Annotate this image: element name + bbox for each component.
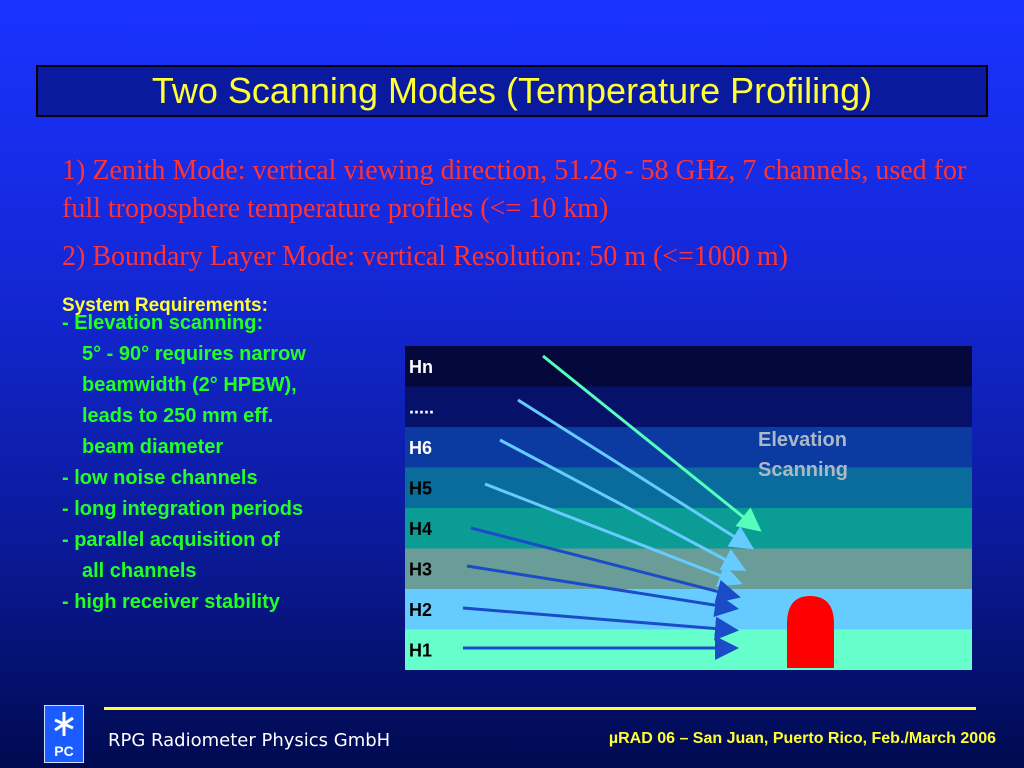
- requirement-item: - Elevation scanning:: [62, 312, 264, 334]
- layer-label: Hn: [409, 357, 433, 377]
- layer-label: H6: [409, 438, 432, 458]
- scan-arrow-h5: [499, 438, 747, 571]
- layer-label: H5: [409, 479, 432, 499]
- requirements-title: System Requirements:: [62, 295, 268, 316]
- layer-label: H2: [409, 600, 432, 620]
- requirements-list: - Elevation scanning: 5° - 90° requires n…: [62, 308, 382, 618]
- scan-arrow-h4a: [484, 482, 743, 587]
- requirement-item: - low noise channels: [62, 467, 258, 489]
- zenith-mode-text: 1) Zenith Mode: vertical viewing directi…: [62, 155, 967, 224]
- rpg-logo: PC: [44, 705, 84, 763]
- slide-title: Two Scanning Modes (Temperature Profilin…: [151, 70, 873, 111]
- requirement-item: beam diameter: [82, 436, 224, 458]
- atmosphere-layer: [405, 386, 972, 428]
- atmosphere-layer: [405, 508, 972, 549]
- requirement-item: leads to 250 mm eff.: [82, 405, 274, 427]
- company-name: RPG Radiometer Physics GmbH: [108, 730, 391, 751]
- layer-label: H1: [409, 641, 432, 661]
- radiometer-icon: [787, 596, 834, 668]
- scan-arrow-h4b: [470, 526, 741, 604]
- atmosphere-layer: [405, 629, 972, 670]
- boundary-layer-mode-text: 2) Boundary Layer Mode: vertical Resolut…: [62, 241, 788, 272]
- layer-label: H3: [409, 560, 432, 580]
- scan-arrow-h3: [466, 564, 739, 618]
- scan-arrow-h6: [517, 398, 755, 550]
- requirement-item: 5° - 90° requires narrow: [82, 343, 306, 365]
- atmosphere-layer: [405, 346, 972, 387]
- annotation-scanning: Scanning: [758, 459, 848, 481]
- requirement-item: - parallel acquisition of: [62, 529, 280, 551]
- requirement-item: all channels: [82, 560, 197, 582]
- requirement-item: - high receiver stability: [62, 591, 280, 613]
- conference-info: µRAD 06 – San Juan, Puerto Rico, Feb./Ma…: [608, 730, 996, 747]
- scan-arrow-90: [542, 354, 762, 532]
- scan-arrows: [462, 354, 762, 660]
- requirement-item: beamwidth (2° HPBW),: [82, 374, 297, 396]
- layer-label: H4: [409, 519, 432, 539]
- svg-text:PC: PC: [54, 743, 73, 759]
- requirement-item: - long integration periods: [62, 498, 304, 520]
- footer-divider: [104, 707, 976, 710]
- title-box: Two Scanning Modes (Temperature Profilin…: [36, 65, 988, 117]
- scan-arrow-h2: [462, 606, 739, 641]
- atmosphere-layer: [405, 427, 972, 468]
- annotation-elevation: Elevation: [758, 429, 847, 451]
- layer-label: .....: [409, 398, 434, 418]
- elevation-scanning-diagram: Hn..... H6 H5 H4 H3 H2 H1 Elevation Scanning: [405, 346, 972, 670]
